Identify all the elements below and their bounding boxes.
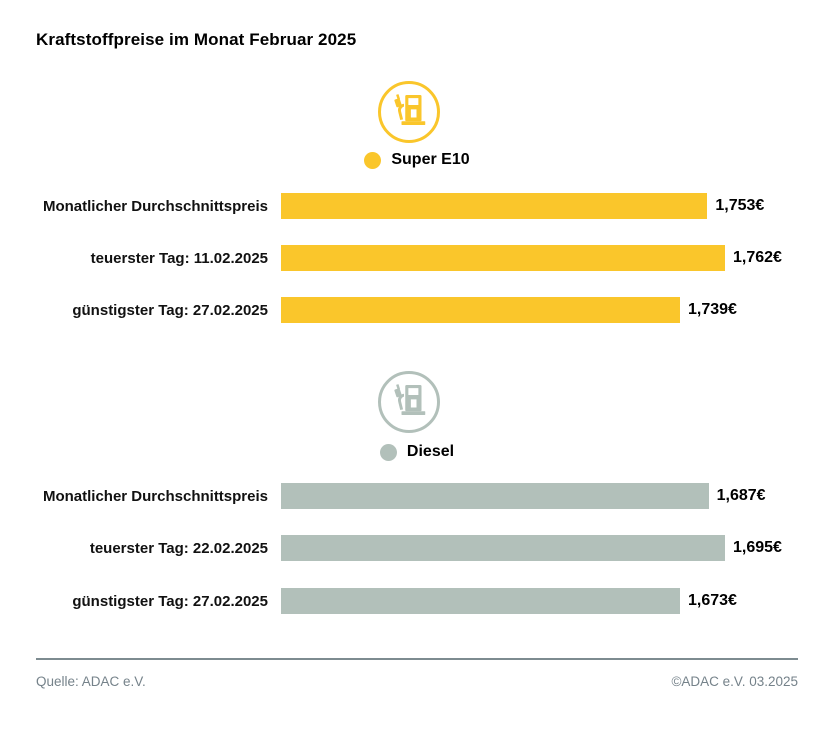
bar-row-e10-min: günstigster Tag: 27.02.2025 1,739€	[0, 297, 834, 323]
row-label: günstigster Tag: 27.02.2025	[72, 301, 268, 319]
bar-row-diesel-average: Monatlicher Durchschnittspreis 1,687€	[0, 483, 834, 509]
bar-e10-max	[281, 245, 725, 271]
bar-e10-min	[281, 297, 680, 323]
legend-diesel: Diesel	[0, 443, 834, 461]
bar-value: 1,687€	[716, 487, 766, 504]
bar-row-e10-max: teuerster Tag: 11.02.2025 1,762€	[0, 245, 834, 271]
bar-diesel-max	[281, 535, 725, 561]
footer-copyright: ©ADAC e.V. 03.2025	[671, 674, 798, 689]
legend-dot-super-e10	[364, 151, 382, 169]
diesel-badge	[378, 371, 440, 433]
bar-value: 1,762€	[733, 249, 782, 266]
legend-label-super-e10: Super E10	[391, 151, 470, 168]
bar-row-diesel-min: günstigster Tag: 27.02.2025 1,673€	[0, 588, 834, 614]
bar-value: 1,673€	[688, 592, 737, 609]
bar-diesel-average	[281, 483, 709, 509]
bar-row-e10-average: Monatlicher Durchschnittspreis 1,753€	[0, 193, 834, 219]
legend-label-diesel: Diesel	[406, 443, 455, 460]
legend-dot-diesel	[379, 443, 397, 461]
bar-value: 1,753€	[715, 197, 765, 214]
row-label: teuerster Tag: 11.02.2025	[90, 249, 268, 267]
row-label: Monatlicher Durchschnittspreis	[42, 487, 268, 505]
fuel-pump-icon	[389, 380, 429, 425]
bar-value: 1,695€	[733, 539, 782, 556]
bar-value: 1,739€	[688, 301, 737, 318]
page-title: Kraftstoffpreise im Monat Februar 2025	[36, 30, 357, 49]
fuel-pump-icon	[389, 90, 429, 135]
super-e10-badge	[378, 81, 440, 143]
footer-divider	[36, 658, 798, 660]
legend-super-e10: Super E10	[0, 151, 834, 169]
row-label: Monatlicher Durchschnittspreis	[42, 197, 268, 215]
bar-diesel-min	[281, 588, 680, 614]
footer-source: Quelle: ADAC e.V.	[36, 674, 146, 689]
bar-row-diesel-max: teuerster Tag: 22.02.2025 1,695€	[0, 535, 834, 561]
row-label: günstigster Tag: 27.02.2025	[72, 592, 268, 610]
row-label: teuerster Tag: 22.02.2025	[89, 539, 268, 557]
bar-e10-average	[281, 193, 708, 219]
footer: Quelle: ADAC e.V. ©ADAC e.V. 03.2025	[36, 674, 798, 689]
